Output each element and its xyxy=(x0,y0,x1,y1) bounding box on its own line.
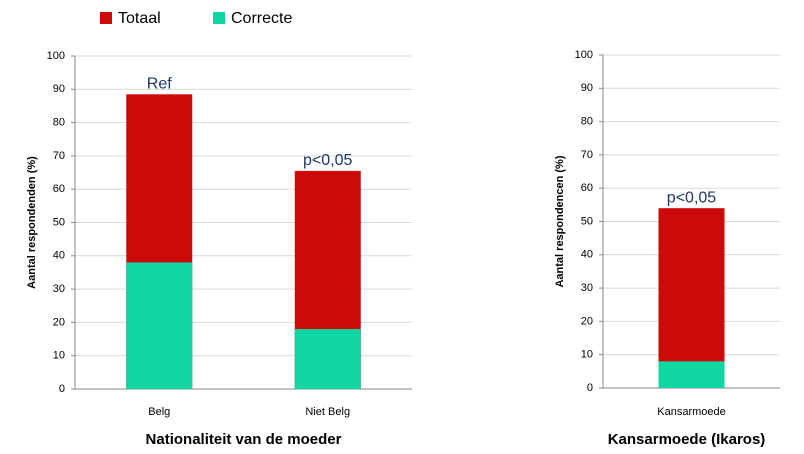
y-tick-label: 70 xyxy=(53,150,65,162)
y-axis-title: Aantal respondenden (%) xyxy=(26,156,38,289)
legend-label: Totaal xyxy=(118,10,161,27)
y-tick-label: 40 xyxy=(53,250,65,262)
bar xyxy=(658,208,725,388)
y-tick-label: 40 xyxy=(581,249,593,261)
legend-label: Correcte xyxy=(231,10,292,27)
x-axis-title: Kansarmoede (Ikaros) xyxy=(608,431,766,448)
y-tick-label: 10 xyxy=(53,350,65,362)
x-axis-title: Nationaliteit van de moeder xyxy=(146,431,342,448)
y-tick-label: 20 xyxy=(581,315,593,327)
y-tick-label: 50 xyxy=(581,215,593,227)
y-axis-title: Aantal respondencen (%) xyxy=(554,155,566,287)
y-tick-label: 30 xyxy=(581,282,593,294)
y-tick-label: 60 xyxy=(581,182,593,194)
annotation: p<0,05 xyxy=(303,152,352,169)
bar xyxy=(126,262,193,389)
y-tick-label: 20 xyxy=(53,316,65,328)
y-tick-label: 0 xyxy=(59,383,65,395)
y-tick-label: 80 xyxy=(53,117,65,129)
y-tick-label: 90 xyxy=(53,83,65,95)
y-tick-label: 30 xyxy=(53,283,65,295)
bar xyxy=(294,329,361,389)
y-tick-label: 0 xyxy=(587,382,593,394)
y-tick-label: 90 xyxy=(581,82,593,94)
bar xyxy=(658,361,725,388)
y-tick-label: 100 xyxy=(47,50,65,62)
y-tick-label: 50 xyxy=(53,216,65,228)
legend-swatch xyxy=(213,12,225,24)
y-tick-label: 80 xyxy=(581,116,593,128)
annotation: Ref xyxy=(147,76,172,93)
y-tick-label: 60 xyxy=(53,183,65,195)
annotation: p<0,05 xyxy=(667,189,716,206)
y-tick-label: 70 xyxy=(581,149,593,161)
x-tick-label: Niet Belg xyxy=(305,406,350,418)
x-tick-label: Belg xyxy=(148,406,170,418)
legend-swatch xyxy=(100,12,112,24)
y-tick-label: 10 xyxy=(581,349,593,361)
y-tick-label: 100 xyxy=(575,49,593,61)
x-tick-label: Kansarmoede xyxy=(657,406,726,418)
